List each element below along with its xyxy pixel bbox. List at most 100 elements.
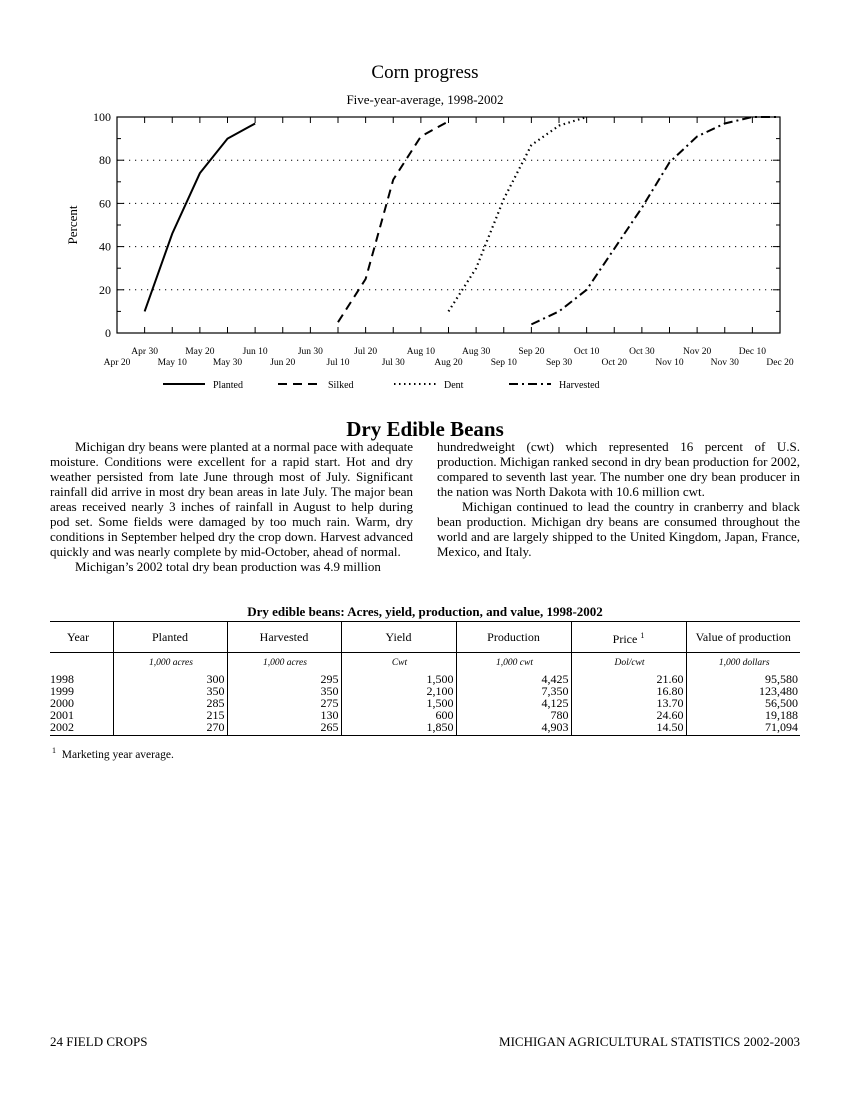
- x-tick-label-top: Nov 20: [683, 347, 711, 357]
- value-cell: 4,903: [455, 721, 571, 736]
- value-cell: 7,350: [455, 685, 571, 697]
- dry-beans-table: Year Planted Harvested Yield Production …: [50, 621, 800, 736]
- y-tick-label: 60: [99, 196, 111, 210]
- x-tick-label-bottom: May 10: [158, 358, 188, 368]
- plot-frame: [116, 116, 781, 334]
- x-tick-label-bottom: Oct 20: [601, 358, 627, 368]
- x-tick-label-bottom: Dec 20: [766, 358, 793, 368]
- value-cell: 285: [112, 697, 227, 709]
- x-tick-label-bottom: Jun 20: [270, 358, 295, 368]
- value-cell: 21.60: [570, 673, 686, 685]
- value-cell: 16.80: [570, 685, 686, 697]
- y-tick-label: 0: [105, 326, 111, 340]
- legend-label-silked: Silked: [328, 380, 354, 391]
- x-tick-label-bottom: Nov 10: [655, 358, 683, 368]
- table-row: 2000 285 275 1,500 4,125 13.70 56,500: [50, 697, 800, 709]
- table-row: 1998 300 295 1,500 4,425 21.60 95,580: [50, 673, 800, 685]
- value-cell: 600: [340, 709, 456, 721]
- x-tick-label-bottom: Nov 30: [711, 358, 739, 368]
- x-tick-label-top: Sep 20: [518, 347, 544, 357]
- value-cell: 270: [112, 721, 227, 736]
- header-yield: Yield: [340, 621, 456, 653]
- header-value: Value of production: [685, 621, 800, 653]
- table-row: 1999 350 350 2,100 7,350 16.80 123,480: [50, 685, 800, 697]
- series-line-harvested: [530, 116, 780, 326]
- x-tick-label-top: Jul 20: [354, 347, 377, 357]
- value-cell: 14.50: [570, 721, 686, 736]
- value-cell: 13.70: [570, 697, 686, 709]
- y-axis-label: Percent: [65, 205, 80, 244]
- value-cell: 1,850: [340, 721, 456, 736]
- value-cell: 265: [226, 721, 341, 736]
- unit-cell: 1,000 dollars: [685, 652, 800, 673]
- section-title: Dry Edible Beans: [346, 417, 504, 441]
- table-row: 2001 215 130 600 780 24.60 19,188: [50, 709, 800, 721]
- table-header-row: Year Planted Harvested Yield Production …: [50, 621, 800, 653]
- table-title: Dry edible beans: Acres, yield, producti…: [247, 604, 603, 619]
- header-production: Production: [455, 621, 571, 653]
- x-tick-label-top: Oct 30: [629, 347, 655, 357]
- series-line-dent: [447, 115, 587, 312]
- legend-label-dent: Dent: [444, 380, 464, 391]
- unit-cell: [50, 653, 113, 674]
- value-cell: 123,480: [685, 685, 800, 697]
- x-tick-label-top: Jun 10: [243, 347, 268, 357]
- value-cell: 56,500: [685, 697, 800, 709]
- chart-subtitle: Five-year-average, 1998-2002: [346, 92, 504, 107]
- x-tick-label-bottom: Apr 20: [104, 358, 131, 368]
- x-tick-label-top: Dec 10: [739, 347, 766, 357]
- article-paragraph: Michigan dry beans were planted at a nor…: [50, 439, 413, 559]
- chart-title: Corn progress: [371, 62, 479, 83]
- article-left-column: Michigan dry beans were planted at a nor…: [50, 439, 413, 574]
- value-cell: 71,094: [685, 721, 800, 736]
- value-cell: 350: [226, 685, 341, 697]
- x-tick-label-bottom: Sep 30: [546, 358, 572, 368]
- unit-cell: 1,000 acres: [226, 652, 341, 673]
- legend-label-planted: Planted: [213, 380, 243, 391]
- year-cell: 2001: [50, 708, 74, 722]
- y-tick-label: 20: [99, 283, 111, 297]
- value-cell: 1,500: [340, 673, 456, 685]
- series-line-silked: [337, 120, 449, 323]
- value-cell: 350: [112, 685, 227, 697]
- unit-cell: 1,000 acres: [112, 652, 227, 673]
- value-cell: 95,580: [685, 673, 800, 685]
- value-cell: 215: [112, 709, 227, 721]
- value-cell: 1,500: [340, 697, 456, 709]
- x-tick-label-top: Apr 30: [131, 347, 158, 357]
- value-cell: 130: [226, 709, 341, 721]
- x-tick-label-top: Aug 10: [407, 347, 435, 357]
- header-planted: Planted: [112, 621, 227, 653]
- year-cell: 1998: [50, 672, 74, 686]
- legend-label-harvested: Harvested: [559, 380, 600, 391]
- series-line-planted: [143, 122, 256, 312]
- footer-left: 24 FIELD CROPS: [50, 1034, 148, 1049]
- x-tick-label-top: Jun 30: [298, 347, 323, 357]
- footer-right: MICHIGAN AGRICULTURAL STATISTICS 2002-20…: [499, 1034, 800, 1049]
- article-paragraph-continued: hundredweight (cwt) which represented 16…: [437, 439, 800, 499]
- value-cell: 4,425: [455, 673, 571, 685]
- header-harvested: Harvested: [226, 621, 341, 653]
- value-cell: 4,125: [455, 697, 571, 709]
- x-tick-label-top: May 20: [185, 347, 215, 357]
- year-cell: 2000: [50, 696, 74, 710]
- unit-cell: Dol/cwt: [570, 652, 686, 673]
- value-cell: 295: [226, 673, 341, 685]
- unit-cell: Cwt: [340, 652, 456, 673]
- y-tick-label: 80: [99, 153, 111, 167]
- value-cell: 300: [112, 673, 227, 685]
- value-cell: 19,188: [685, 709, 800, 721]
- table-row: 2002 270 265 1,850 4,903 14.50 71,094: [50, 721, 800, 736]
- x-tick-label-bottom: May 30: [213, 358, 243, 368]
- header-year: Year: [50, 621, 113, 653]
- article-right-column: hundredweight (cwt) which represented 16…: [437, 439, 800, 559]
- value-cell: 275: [226, 697, 341, 709]
- value-cell: 2,100: [340, 685, 456, 697]
- table-footnote: 1 Marketing year average.: [52, 746, 174, 761]
- y-tick-label: 100: [93, 110, 111, 124]
- table-units-row: 1,000 acres 1,000 acres Cwt 1,000 cwt Dol/cw…: [50, 652, 800, 674]
- value-cell: 24.60: [570, 709, 686, 721]
- header-price: Price 1: [570, 621, 686, 653]
- x-tick-label-top: Aug 30: [462, 347, 490, 357]
